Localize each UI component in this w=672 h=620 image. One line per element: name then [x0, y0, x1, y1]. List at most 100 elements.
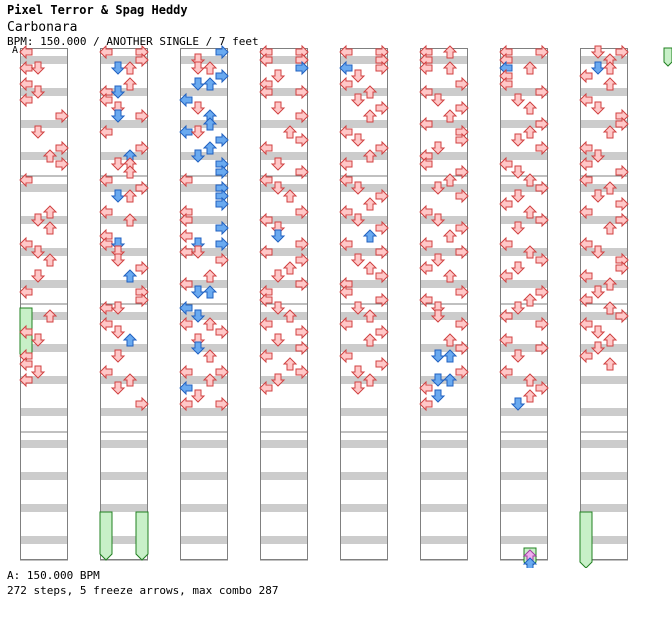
blue-left-arrow — [179, 300, 193, 316]
red-left-arrow — [499, 268, 513, 284]
red-left-arrow — [19, 284, 33, 300]
blue-right-arrow — [215, 132, 229, 148]
red-up-arrow — [362, 261, 378, 275]
stripe — [260, 216, 308, 224]
stripe — [420, 248, 468, 256]
stripe — [20, 280, 68, 288]
red-up-arrow — [202, 317, 218, 331]
red-up-arrow — [602, 301, 618, 315]
red-right-arrow — [295, 108, 309, 124]
stripe — [100, 536, 148, 544]
stripe — [500, 216, 548, 224]
red-left-arrow — [419, 84, 433, 100]
stripe — [100, 472, 148, 480]
freeze-arrow-left — [579, 511, 593, 568]
red-left-arrow — [179, 276, 193, 292]
red-left-arrow — [339, 124, 353, 140]
red-left-arrow — [339, 348, 353, 364]
red-up-arrow — [202, 269, 218, 283]
stripe — [500, 184, 548, 192]
stripe — [20, 376, 68, 384]
red-up-arrow — [602, 277, 618, 291]
red-up-arrow — [282, 357, 298, 371]
red-down-arrow — [350, 133, 366, 147]
red-left-arrow — [419, 396, 433, 412]
stripe — [500, 408, 548, 416]
blue-down-arrow — [190, 309, 206, 323]
red-right-arrow — [615, 260, 629, 276]
red-right-arrow — [215, 324, 229, 340]
red-down-arrow — [350, 181, 366, 195]
red-left-arrow — [419, 292, 433, 308]
stripe — [20, 440, 68, 448]
stripe — [260, 56, 308, 64]
red-right-arrow — [455, 76, 469, 92]
stripe — [500, 440, 548, 448]
red-up-arrow — [522, 373, 538, 387]
stripe — [260, 472, 308, 480]
red-right-arrow — [455, 188, 469, 204]
red-left-arrow — [259, 348, 273, 364]
stripe — [100, 312, 148, 320]
red-up-arrow — [362, 197, 378, 211]
red-right-arrow — [135, 292, 149, 308]
red-up-arrow — [442, 173, 458, 187]
red-left-arrow — [99, 172, 113, 188]
stripe — [20, 184, 68, 192]
red-up-arrow — [602, 357, 618, 371]
red-left-arrow — [419, 116, 433, 132]
red-down-arrow — [110, 253, 126, 267]
red-right-arrow — [375, 292, 389, 308]
red-left-arrow — [419, 236, 433, 252]
red-right-arrow — [295, 324, 309, 340]
song-title: Carbonara — [7, 20, 78, 35]
freeze-arrow-left — [99, 511, 113, 561]
stripe — [260, 408, 308, 416]
stripe — [100, 120, 148, 128]
red-left-arrow — [179, 172, 193, 188]
red-right-arrow — [615, 196, 629, 212]
blue-down-arrow — [510, 397, 526, 411]
red-left-arrow — [339, 172, 353, 188]
red-left-arrow — [499, 332, 513, 348]
red-down-arrow — [350, 69, 366, 83]
red-left-arrow — [99, 44, 113, 60]
red-up-arrow — [282, 125, 298, 139]
red-down-arrow — [30, 245, 46, 259]
blue-right-arrow — [215, 44, 229, 60]
red-right-arrow — [215, 252, 229, 268]
red-down-arrow — [110, 349, 126, 363]
red-right-arrow — [375, 356, 389, 372]
stripe — [180, 536, 228, 544]
red-down-arrow — [190, 125, 206, 139]
red-left-arrow — [339, 76, 353, 92]
red-left-arrow — [259, 212, 273, 228]
stripe — [420, 56, 468, 64]
red-up-arrow — [362, 333, 378, 347]
red-up-arrow — [122, 373, 138, 387]
stripe — [180, 184, 228, 192]
bpm-marker: A — [12, 45, 19, 56]
stripe — [20, 472, 68, 480]
red-up-arrow — [602, 77, 618, 91]
stripe — [340, 120, 388, 128]
blue-right-arrow — [215, 220, 229, 236]
red-down-arrow — [30, 333, 46, 347]
freeze-arrow-right — [135, 511, 149, 561]
red-down-arrow — [270, 373, 286, 387]
red-right-arrow — [455, 364, 469, 380]
red-left-arrow — [339, 204, 353, 220]
red-left-arrow — [259, 380, 273, 396]
red-right-arrow — [455, 100, 469, 116]
red-left-arrow — [179, 212, 193, 228]
red-down-arrow — [430, 93, 446, 107]
red-up-arrow — [42, 205, 58, 219]
red-up-arrow — [442, 229, 458, 243]
red-up-arrow — [522, 293, 538, 307]
stripe — [420, 504, 468, 512]
stripe — [180, 472, 228, 480]
blue-up-arrow — [202, 117, 218, 131]
red-up-arrow — [42, 253, 58, 267]
red-up-arrow — [362, 373, 378, 387]
red-down-arrow — [190, 61, 206, 75]
